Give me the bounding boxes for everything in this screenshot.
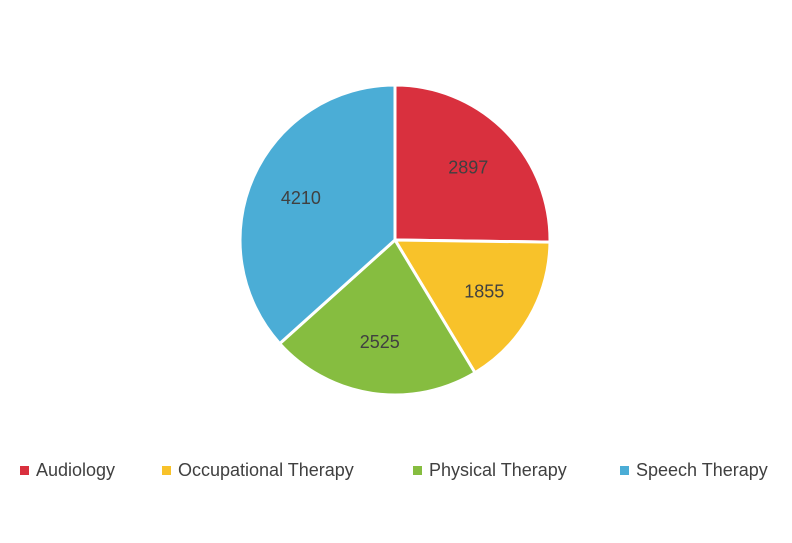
legend: Audiology Occupational Therapy Physical Th… — [0, 456, 792, 484]
legend-item-speech-therapy: Speech Therapy — [620, 456, 768, 484]
legend-item-audiology: Audiology — [20, 456, 115, 484]
legend-item-physical-therapy: Physical Therapy — [413, 456, 567, 484]
legend-swatch — [413, 465, 422, 475]
legend-label: Audiology — [36, 459, 116, 480]
data-label-physical-therapy: 2525 — [360, 332, 400, 352]
data-label-speech-therapy: 4210 — [281, 188, 321, 208]
pie-slice-audiology — [393, 83, 552, 244]
legend-label: Speech Therapy — [636, 459, 768, 480]
legend-swatch — [620, 465, 629, 475]
pie-slice-speech-therapy — [238, 83, 397, 346]
legend-swatch — [20, 465, 29, 475]
pie-slice-occupational-therapy — [393, 238, 552, 375]
legend-swatch — [162, 465, 171, 475]
legend-label: Occupational Therapy — [178, 459, 354, 480]
pie-slice-physical-therapy — [278, 238, 477, 397]
legend-label: Physical Therapy — [429, 459, 567, 480]
legend-item-occupational-therapy: Occupational Therapy — [162, 456, 354, 484]
data-label-occupational-therapy: 1855 — [464, 281, 504, 301]
data-label-audiology: 2897 — [448, 158, 488, 178]
